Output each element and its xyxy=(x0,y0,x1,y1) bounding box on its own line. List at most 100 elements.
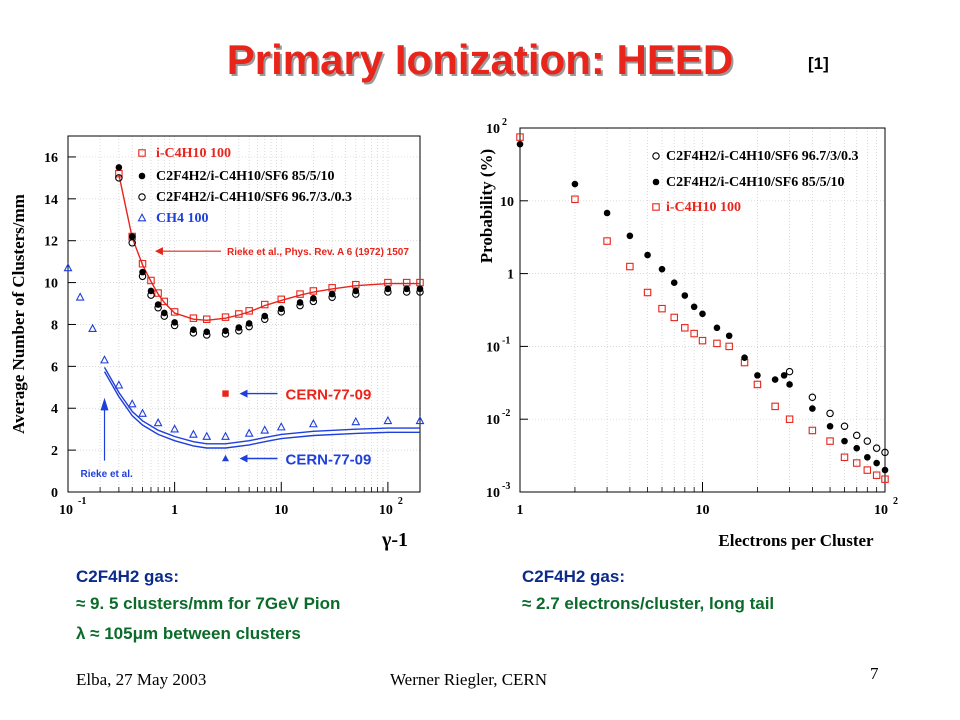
left-series-3-point xyxy=(100,355,109,364)
left-series-2-point xyxy=(416,288,424,296)
left-summary-line2: λ ≈ 105μm between clusters xyxy=(76,624,301,643)
left-gas-label: C2F4H2 gas: xyxy=(76,567,179,587)
left-series-3-point xyxy=(75,292,85,301)
left-series-2-point xyxy=(189,329,198,337)
right-series-0-point xyxy=(516,133,524,141)
x-tick-label: 10 xyxy=(379,503,393,518)
left-series-2-point xyxy=(235,327,243,335)
right-series-1-point xyxy=(881,466,889,474)
x-axis-label: γ-1 xyxy=(381,529,408,551)
right-series-0-point xyxy=(771,402,779,411)
right-series-2-point xyxy=(840,422,849,431)
legend-label: C2F4H2/i-C4H10/SF6 96.7/3/0.3 xyxy=(666,149,859,164)
right-series-0-point xyxy=(785,415,794,423)
y-tick-exponent: -1 xyxy=(502,335,510,346)
right-series-1-point xyxy=(780,372,788,379)
right-series-1-point xyxy=(658,265,666,273)
right-series-2-point xyxy=(808,393,817,402)
left-series-3-point xyxy=(276,422,286,431)
right-series-1-point xyxy=(873,459,880,467)
left-series-0-point xyxy=(221,313,230,321)
right-series-1-point xyxy=(603,209,611,217)
right-series-1-point xyxy=(713,324,721,332)
x-axis-label: Electrons per Cluster xyxy=(718,531,874,550)
cern-reference-label: CERN-77-09 xyxy=(286,387,372,404)
legend-label: i-C4H10 100 xyxy=(156,146,231,161)
right-gas-text: C2F4H2 gas: xyxy=(522,567,625,586)
left-series-0-point xyxy=(154,289,162,297)
x-tick-label: 10 xyxy=(696,503,710,518)
right-series-1-point xyxy=(841,437,848,445)
left-series-0-point xyxy=(309,287,318,295)
left-series-0-point xyxy=(160,297,169,306)
right-series-1-point xyxy=(699,310,706,318)
rieke-annotation: Rieke et al. xyxy=(81,469,133,480)
y-tick-label: 1 xyxy=(507,268,514,283)
right-series-0-point xyxy=(670,313,678,322)
right-series-1-point xyxy=(644,251,651,259)
right-series-2-point xyxy=(826,409,834,418)
left-series-3-point xyxy=(351,416,361,426)
x-tick-label: 10 xyxy=(274,503,288,518)
left-series-2-point xyxy=(154,303,162,312)
left-series-2-point xyxy=(138,272,147,281)
right-series-0-point xyxy=(725,342,733,351)
left-series-0-point xyxy=(138,259,147,268)
cern-reference-point xyxy=(222,390,229,397)
left-series-3-point xyxy=(127,399,137,408)
right-series-0-point xyxy=(681,324,689,332)
right-series-1-point xyxy=(741,354,748,361)
cern-reference-point xyxy=(222,454,230,462)
right-series-1-point xyxy=(725,332,733,340)
right-series-0-point xyxy=(852,459,861,467)
legend-marker xyxy=(652,178,660,186)
left-series-0-point xyxy=(170,308,179,316)
right-series-2-point xyxy=(863,437,872,445)
left-series-2-point xyxy=(202,331,211,339)
y-tick-label: 0 xyxy=(51,486,58,501)
right-series-1-point xyxy=(771,376,779,383)
left-series-0-point xyxy=(202,315,211,323)
right-series-1-point xyxy=(786,381,793,388)
left-series-1-point xyxy=(115,164,123,171)
left-series-3-point xyxy=(88,323,97,333)
right-series-0-point xyxy=(690,329,698,338)
right-series-1-point xyxy=(809,405,816,412)
left-series-2-point xyxy=(170,321,179,330)
right-series-1-point xyxy=(754,372,761,379)
y-tick-label: 12 xyxy=(44,235,58,250)
right-series-0-point xyxy=(753,380,762,389)
right-series-1-point xyxy=(826,422,834,430)
left-series-2-point xyxy=(147,291,155,299)
left-gas-text: C2F4H2 gas: xyxy=(76,567,179,586)
y-axis-label: Probability (%) xyxy=(477,149,496,263)
left-series-2-point xyxy=(402,288,411,296)
x-tick-label: 1 xyxy=(171,503,178,518)
left-series-3-point xyxy=(244,428,254,437)
left-series-0-point xyxy=(147,276,155,285)
x-tick-label: 1 xyxy=(517,503,524,518)
left-series-1-point xyxy=(128,233,136,240)
left-series-3-point xyxy=(202,431,212,440)
right-series-2-point xyxy=(852,431,861,440)
y-tick-label: 10 xyxy=(486,122,500,137)
legend-label: CH4 100 xyxy=(156,211,209,226)
right-series-0-point xyxy=(840,453,849,462)
slide-title: Primary Ionization: HEED xyxy=(226,36,734,83)
left-series-3-point xyxy=(170,424,180,433)
left-series-0-point xyxy=(189,314,198,322)
left-series-2-point xyxy=(260,315,269,323)
rieke-arrow-head xyxy=(154,247,163,256)
right-series-0-point xyxy=(643,288,652,297)
right-series-2-point xyxy=(881,448,889,457)
right-series-0-point xyxy=(603,237,611,245)
left-series-3-point xyxy=(308,418,318,428)
legend-label: C2F4H2/i-C4H10/SF6 85/5/10 xyxy=(156,169,335,184)
right-summary-line1: ≈ 2.7 electrons/cluster, long tail xyxy=(522,594,775,613)
right-series-1-point xyxy=(853,444,861,452)
right-series-1-point xyxy=(670,279,678,286)
rieke-blue-arrow-head xyxy=(100,397,109,411)
right-series-1-point xyxy=(571,180,579,188)
legend-label: C2F4H2/i-C4H10/SF6 85/5/10 xyxy=(666,175,845,190)
right-series-0-point xyxy=(872,471,881,479)
